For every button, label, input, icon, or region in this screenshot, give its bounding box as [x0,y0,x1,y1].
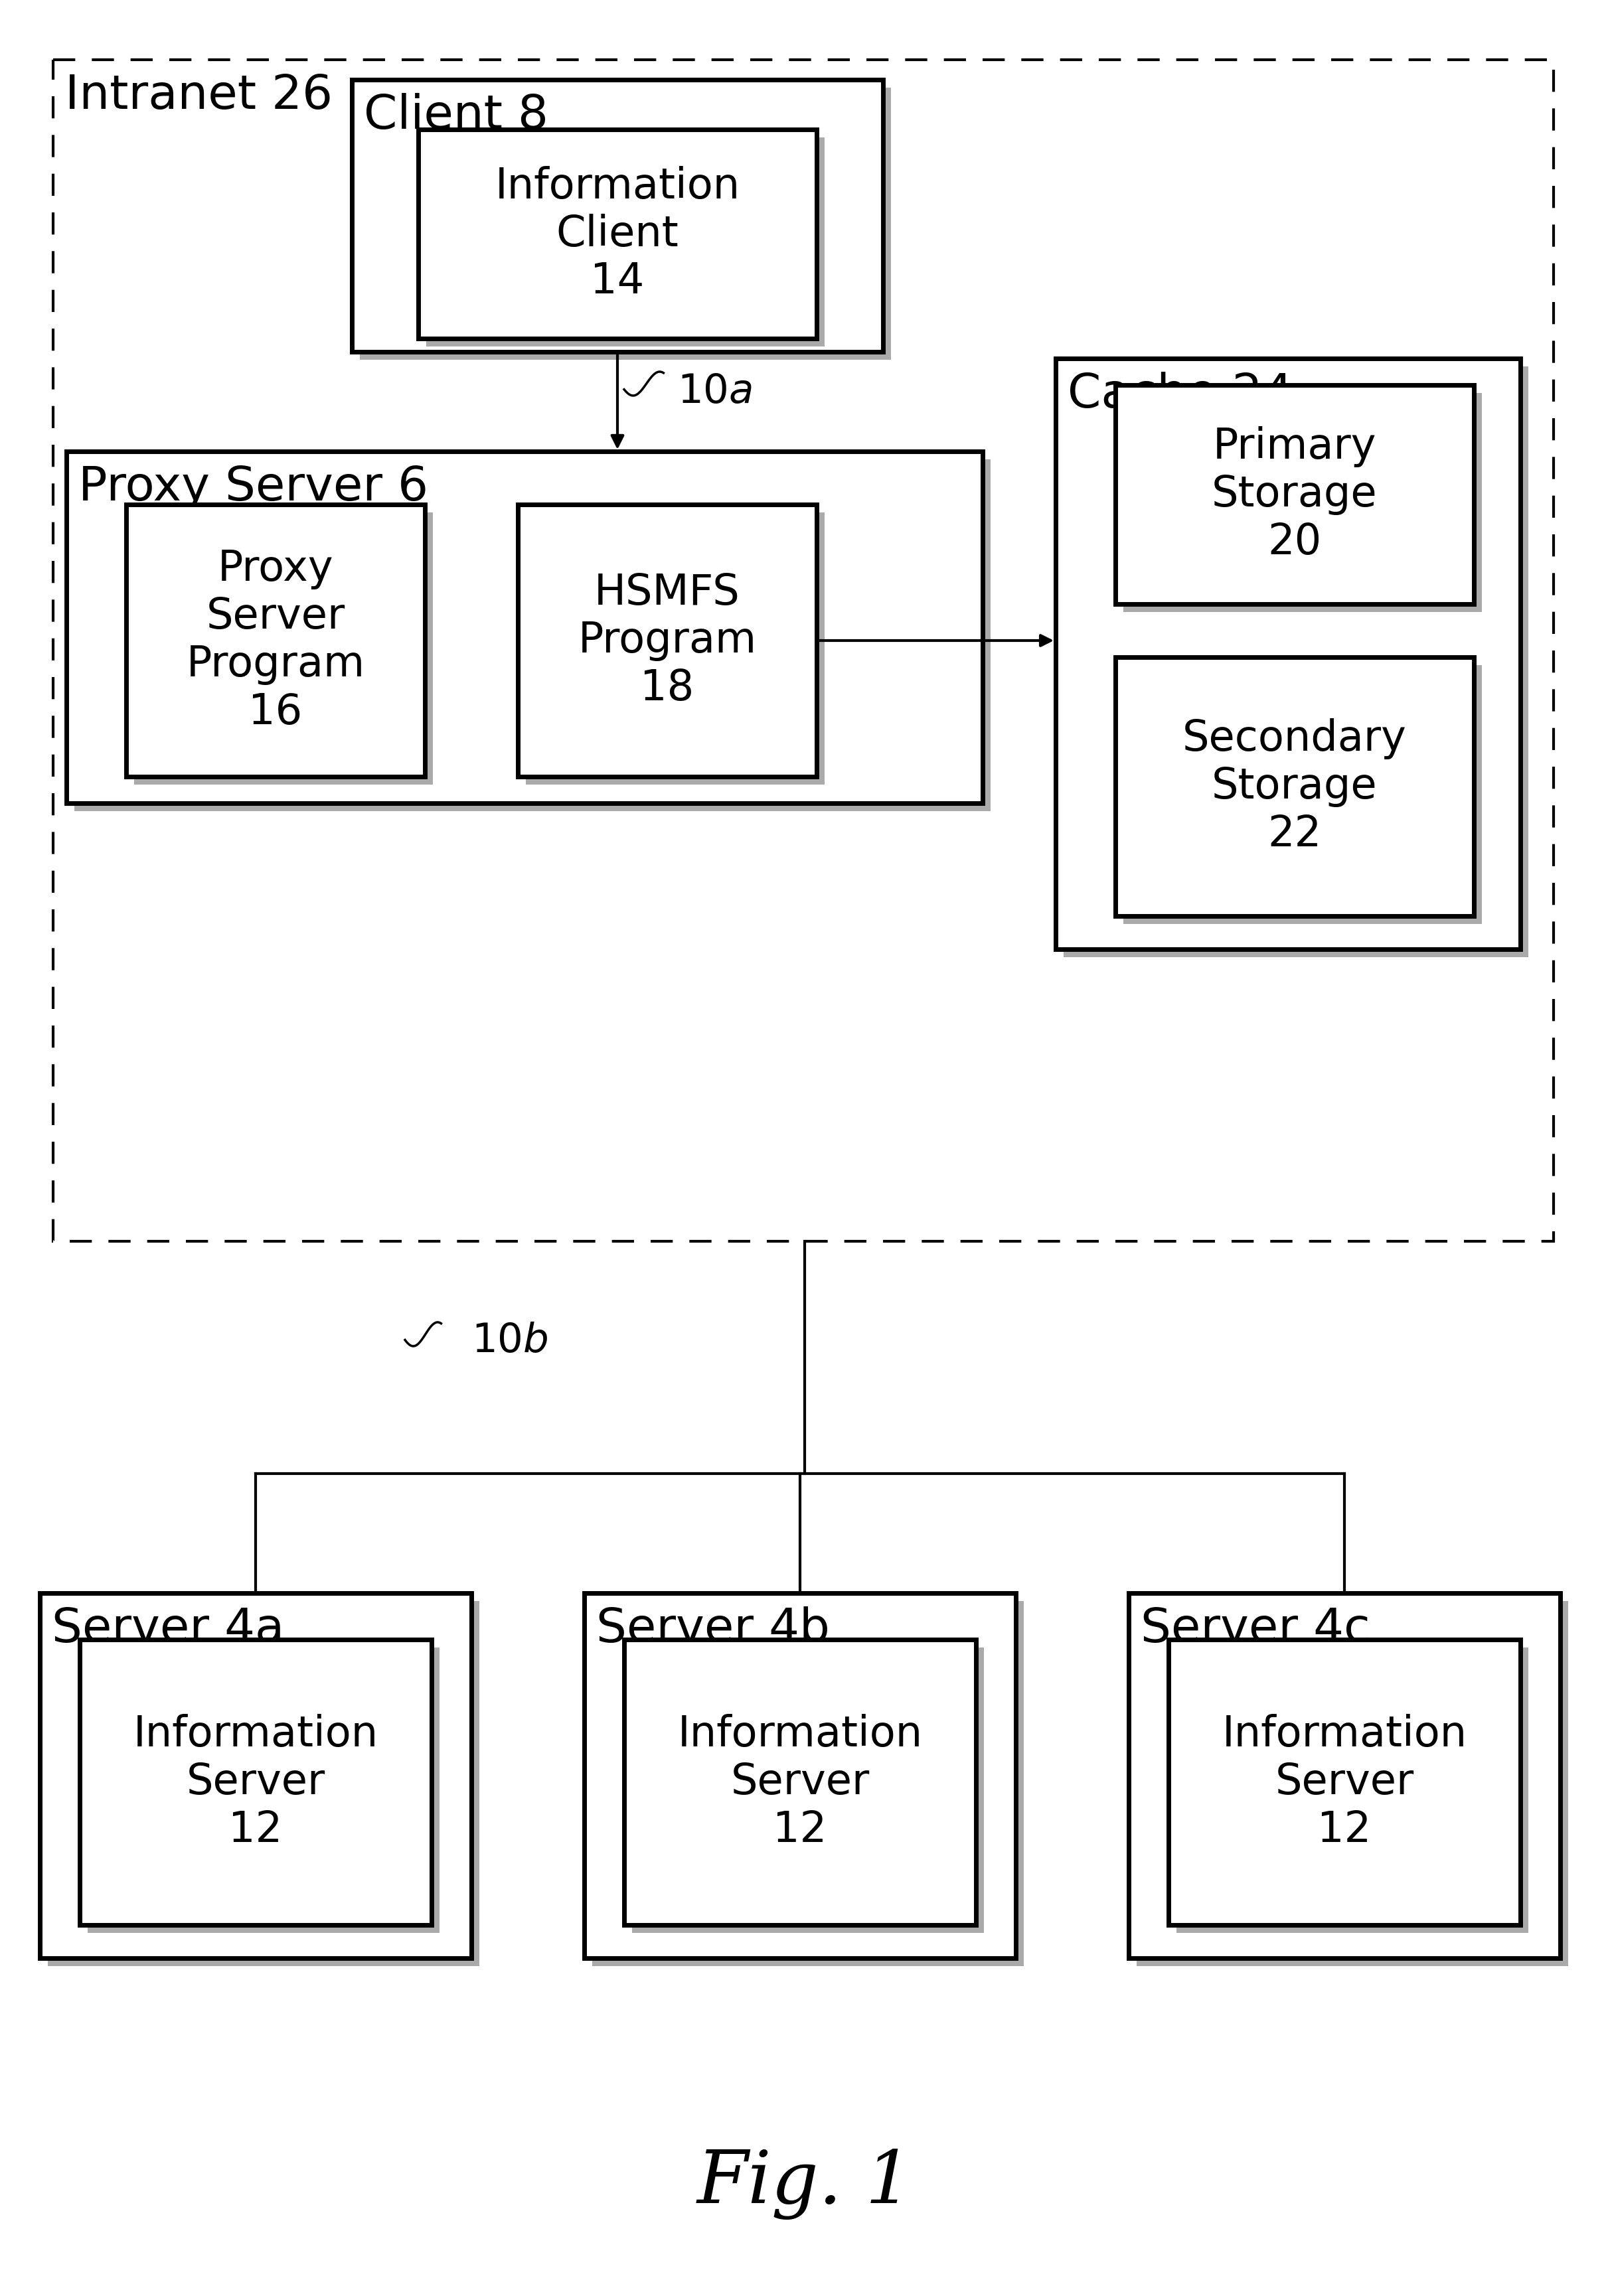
Bar [1137,1600,1568,1965]
Text: Information
Server
12: Information Server 12 [1222,1715,1467,1851]
Bar [1124,393,1481,613]
Bar [625,1639,976,1924]
Text: Primary
Storage
20: Primary Storage 20 [1212,427,1378,563]
Bar [361,87,890,360]
Bar [53,60,1554,1242]
Bar [134,512,433,785]
Text: $\mathit{10a}$: $\mathit{10a}$ [678,372,752,411]
Bar [1177,1649,1528,1933]
Bar [1116,657,1473,916]
Text: Fig. 1: Fig. 1 [697,2149,913,2220]
Text: Server 4c: Server 4c [1140,1607,1370,1653]
Bar [633,1649,984,1933]
Bar [1064,367,1528,957]
Bar [126,505,425,776]
Bar [87,1649,440,1933]
Bar [427,138,824,347]
Bar [66,452,982,804]
Bar [419,129,816,338]
Text: Intranet 26: Intranet 26 [64,73,333,119]
Text: Information
Server
12: Information Server 12 [678,1715,923,1851]
Bar [526,512,824,785]
Text: Information
Server
12: Information Server 12 [134,1715,378,1851]
Text: HSMFS
Program
18: HSMFS Program 18 [578,572,757,709]
Bar [1116,386,1473,604]
Text: Server 4b: Server 4b [596,1607,829,1653]
Text: $\mathit{10b}$: $\mathit{10b}$ [472,1320,547,1362]
Bar [1056,358,1520,948]
Bar [79,1639,431,1924]
Bar [1169,1639,1520,1924]
Text: Server 4a: Server 4a [52,1607,285,1653]
Bar [74,459,990,810]
Text: Proxy Server 6: Proxy Server 6 [79,464,428,510]
Bar [1129,1593,1560,1958]
Text: Proxy
Server
Program
16: Proxy Server Program 16 [187,549,365,732]
Bar [1124,666,1481,923]
Bar [518,505,816,776]
Text: Secondary
Storage
22: Secondary Storage 22 [1182,719,1407,854]
Bar [48,1600,480,1965]
Bar [584,1593,1016,1958]
Bar [592,1600,1024,1965]
Bar [40,1593,472,1958]
Text: Client 8: Client 8 [364,92,549,138]
Text: Cache 24: Cache 24 [1067,372,1293,418]
Text: Information
Client
14: Information Client 14 [494,165,741,303]
Bar [353,80,882,351]
